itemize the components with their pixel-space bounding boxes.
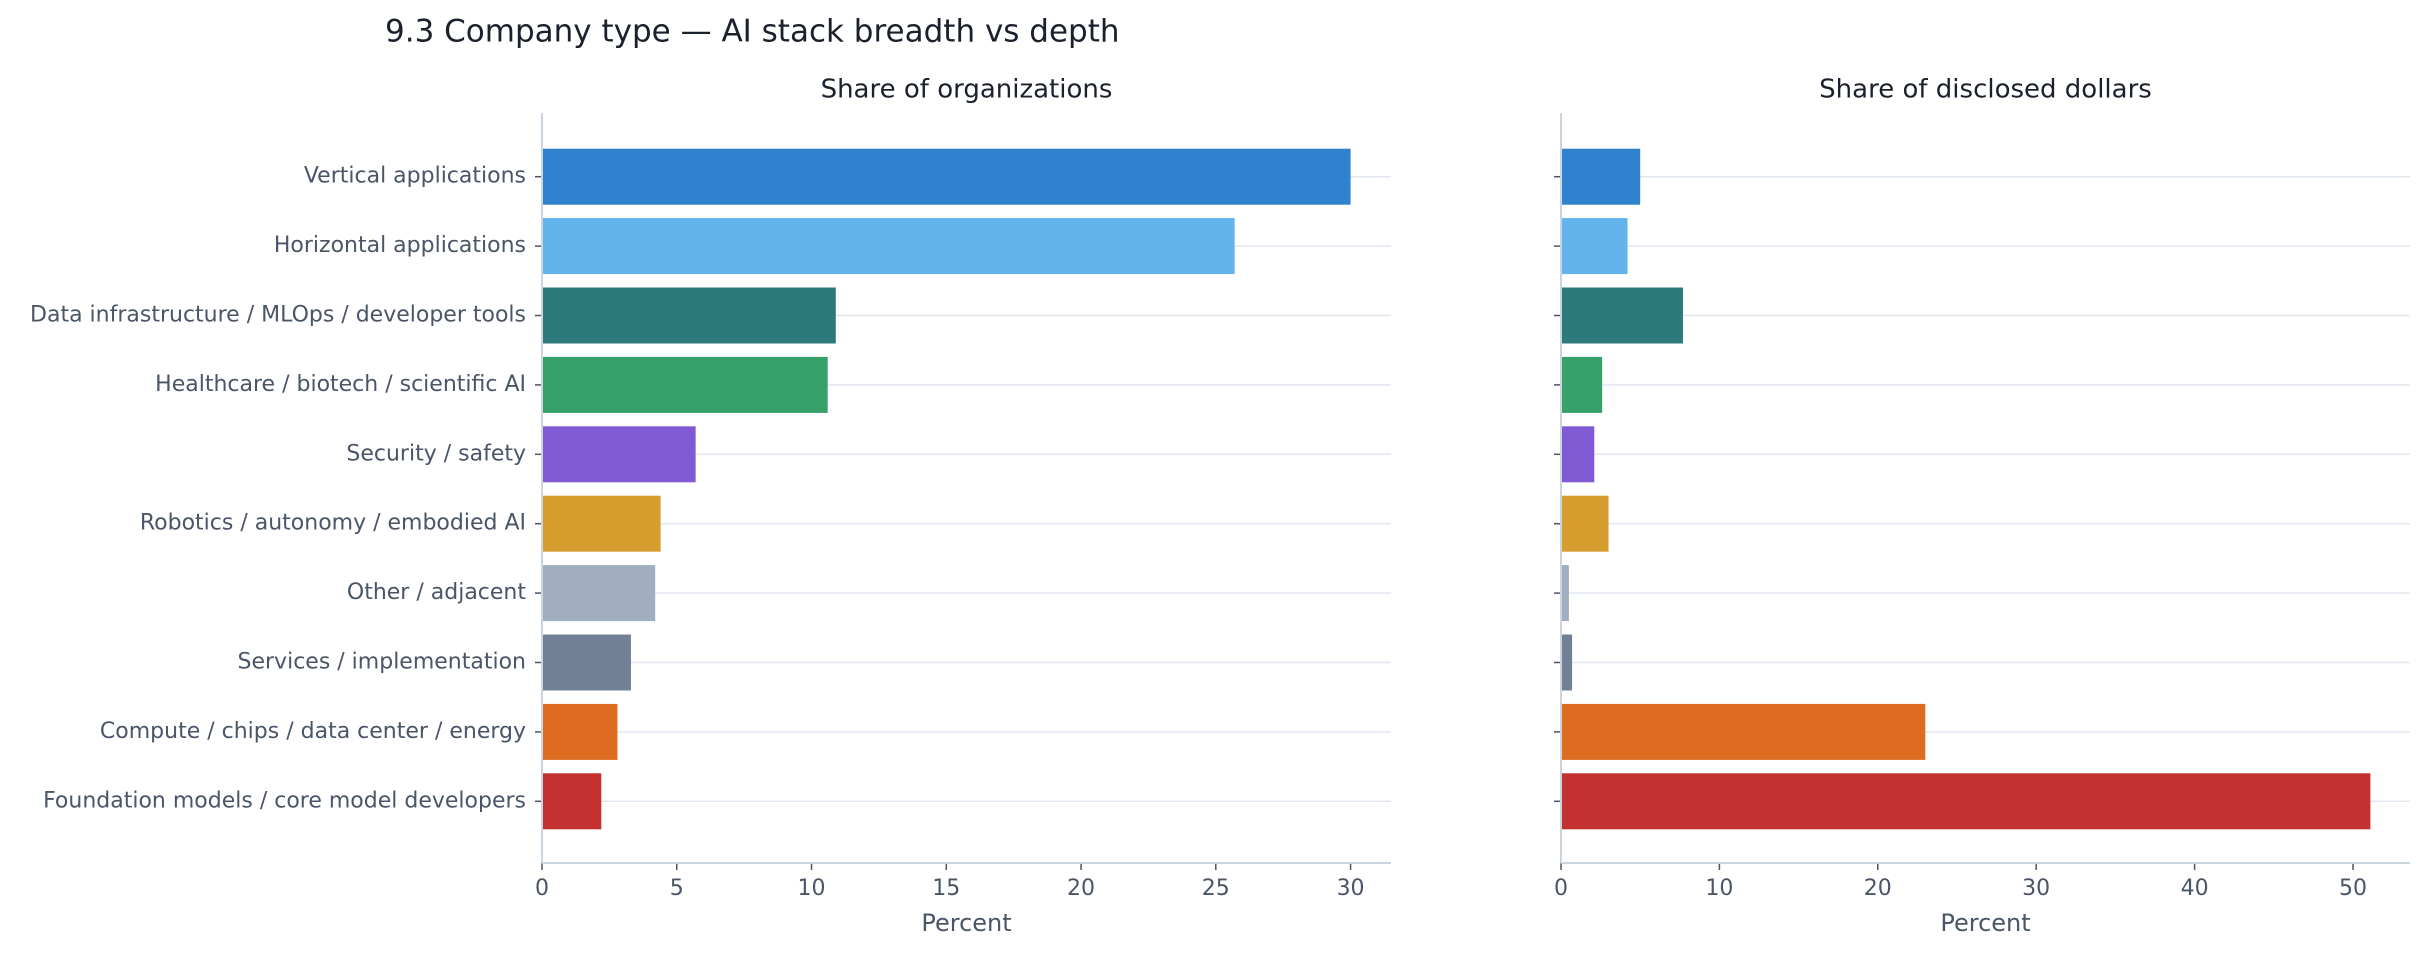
y-tick-label: Horizontal applications <box>274 233 526 258</box>
bar <box>542 356 828 413</box>
bar <box>1561 495 1609 552</box>
y-tick-label: Services / implementation <box>238 650 526 675</box>
x-tick-label: 10 <box>798 876 826 901</box>
bar <box>1561 634 1573 691</box>
chart-title: Share of disclosed dollars <box>1819 75 2152 105</box>
chart-title: Share of organizations <box>821 75 1113 105</box>
x-tick-label: 10 <box>1705 876 1733 901</box>
bar <box>1561 773 2371 830</box>
y-tick-label: Other / adjacent <box>347 580 526 605</box>
bar <box>1561 148 1641 205</box>
x-tick-label: 50 <box>2339 876 2367 901</box>
x-tick-label: 30 <box>2022 876 2050 901</box>
x-tick-label: 15 <box>932 876 960 901</box>
y-tick-label: Compute / chips / data center / energy <box>100 719 526 744</box>
y-tick-label: Robotics / autonomy / embodied AI <box>140 511 526 536</box>
x-tick-label: 20 <box>1067 876 1095 901</box>
bar <box>1561 426 1595 483</box>
x-tick-label: 0 <box>535 876 549 901</box>
x-axis-label: Percent <box>921 909 1011 937</box>
bar <box>1561 703 1926 760</box>
x-tick-label: 0 <box>1554 876 1568 901</box>
bar <box>542 287 836 344</box>
y-tick-label: Vertical applications <box>304 164 526 189</box>
bar <box>1561 218 1628 275</box>
x-tick-label: 30 <box>1337 876 1365 901</box>
bar <box>1561 565 1569 622</box>
bar <box>542 565 656 622</box>
bar <box>542 426 696 483</box>
bar <box>542 495 661 552</box>
bar <box>542 148 1351 205</box>
figure-title: 9.3 Company type — AI stack breadth vs d… <box>385 14 1120 50</box>
y-tick-label: Healthcare / biotech / scientific AI <box>155 372 526 397</box>
y-tick-label: Foundation models / core model developer… <box>43 788 526 813</box>
bar <box>542 703 618 760</box>
bar <box>542 634 631 691</box>
bar <box>1561 287 1683 344</box>
x-tick-label: 25 <box>1202 876 1230 901</box>
bar <box>542 773 602 830</box>
x-tick-label: 40 <box>2181 876 2209 901</box>
x-tick-label: 5 <box>670 876 684 901</box>
bar <box>542 218 1235 275</box>
x-tick-label: 20 <box>1864 876 1892 901</box>
bar <box>1561 356 1603 413</box>
y-tick-label: Security / safety <box>346 441 526 466</box>
y-tick-label: Data infrastructure / MLOps / developer … <box>30 303 526 328</box>
x-axis-label: Percent <box>1940 909 2030 937</box>
